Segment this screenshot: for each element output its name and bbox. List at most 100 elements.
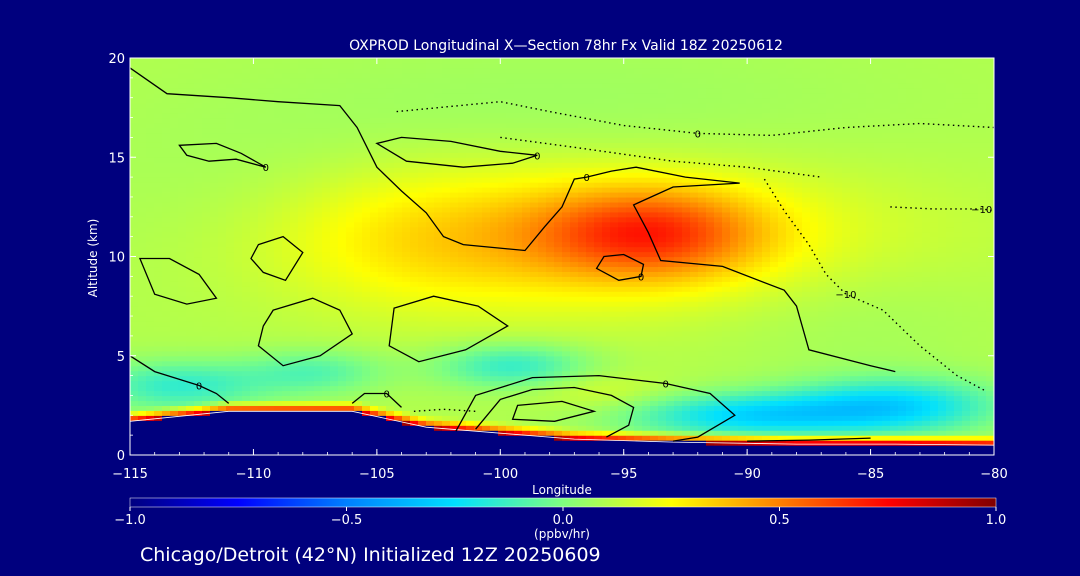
heatmap-cell <box>130 77 139 84</box>
heatmap-cell <box>266 142 275 148</box>
heatmap-cell <box>210 380 219 387</box>
heatmap-cell <box>490 246 499 253</box>
heatmap-cell <box>554 201 563 208</box>
heatmap-cell <box>362 251 371 258</box>
heatmap-cell <box>138 380 147 387</box>
heatmap-cell <box>354 360 363 367</box>
heatmap-cell <box>458 410 467 416</box>
heatmap-cell <box>386 172 395 178</box>
heatmap-cell <box>442 127 451 134</box>
heatmap-cell <box>266 87 275 94</box>
heatmap-cell <box>370 370 379 377</box>
heatmap-cell <box>370 420 379 426</box>
heatmap-cell <box>186 450 195 455</box>
heatmap-cell <box>474 266 483 272</box>
heatmap-cell <box>290 221 299 228</box>
heatmap-cell <box>490 365 499 372</box>
heatmap-cell <box>522 405 531 411</box>
heatmap-cell <box>514 152 523 158</box>
heatmap-cell <box>474 281 483 287</box>
heatmap-cell <box>226 450 235 455</box>
heatmap-cell <box>162 380 171 387</box>
heatmap-cell <box>242 390 251 397</box>
heatmap-cell <box>306 132 315 138</box>
heatmap-cell <box>538 177 547 183</box>
heatmap-cell <box>130 410 139 416</box>
heatmap-cell <box>250 306 259 312</box>
heatmap-cell <box>418 142 427 148</box>
heatmap-cell <box>434 201 443 208</box>
heatmap-cell <box>250 350 259 357</box>
heatmap-cell <box>314 321 323 327</box>
heatmap-cell <box>538 266 547 272</box>
heatmap-cell <box>490 122 499 129</box>
heatmap-cell <box>370 196 379 203</box>
heatmap-cell <box>346 340 355 347</box>
heatmap-cell <box>162 72 171 79</box>
heatmap-cell <box>562 395 571 402</box>
heatmap-cell <box>482 177 491 183</box>
heatmap-cell <box>458 335 467 342</box>
heatmap-cell <box>570 82 579 89</box>
heatmap-cell <box>202 286 211 292</box>
heatmap-cell <box>482 445 491 451</box>
heatmap-cell <box>178 167 187 173</box>
heatmap-cell <box>242 206 251 213</box>
heatmap-cell <box>394 405 403 411</box>
heatmap-cell <box>458 266 467 272</box>
heatmap-cell <box>242 97 251 104</box>
heatmap-cell <box>202 395 211 402</box>
heatmap-cell <box>402 147 411 153</box>
heatmap-cell <box>290 311 299 317</box>
heatmap-cell <box>554 261 563 268</box>
heatmap-cell <box>194 296 203 302</box>
heatmap-cell <box>394 241 403 248</box>
heatmap-cell <box>178 380 187 387</box>
heatmap-cell <box>170 137 179 143</box>
heatmap-cell <box>354 316 363 322</box>
heatmap-cell <box>218 306 227 312</box>
heatmap-cell <box>338 216 347 223</box>
heatmap-cell <box>378 440 387 446</box>
heatmap-cell <box>402 122 411 129</box>
heatmap-cell <box>162 261 171 268</box>
heatmap-cell <box>298 321 307 327</box>
heatmap-cell <box>250 301 259 307</box>
heatmap-cell <box>146 216 155 223</box>
heatmap-cell <box>618 281 627 287</box>
heatmap-cell <box>482 191 491 198</box>
heatmap-cell <box>346 410 355 416</box>
heatmap-cell <box>530 147 539 153</box>
heatmap-cell <box>154 127 163 134</box>
heatmap-cell <box>402 321 411 327</box>
heatmap-cell <box>434 112 443 119</box>
heatmap-cell <box>450 321 459 327</box>
heatmap-cell <box>506 142 515 148</box>
heatmap-cell <box>514 375 523 382</box>
heatmap-cell <box>482 360 491 367</box>
heatmap-cell <box>410 117 419 124</box>
heatmap-cell <box>586 296 595 302</box>
heatmap-cell <box>346 127 355 134</box>
heatmap-cell <box>458 177 467 183</box>
heatmap-cell <box>362 172 371 178</box>
heatmap-cell <box>610 87 619 94</box>
heatmap-cell <box>506 390 515 397</box>
heatmap-cell <box>242 271 251 277</box>
heatmap-cell <box>194 72 203 79</box>
heatmap-cell <box>282 430 291 436</box>
heatmap-cell <box>330 450 339 455</box>
heatmap-cell <box>498 405 507 411</box>
heatmap-cell <box>418 335 427 342</box>
heatmap-cell <box>250 435 259 441</box>
heatmap-cell <box>306 306 315 312</box>
heatmap-cell <box>322 236 331 243</box>
heatmap-cell <box>378 400 387 406</box>
heatmap-cell <box>586 107 595 114</box>
heatmap-cell <box>402 182 411 188</box>
heatmap-cell <box>282 147 291 153</box>
heatmap-cell <box>226 137 235 143</box>
heatmap-cell <box>186 355 195 362</box>
heatmap-cell <box>138 301 147 307</box>
heatmap-cell <box>546 450 555 455</box>
